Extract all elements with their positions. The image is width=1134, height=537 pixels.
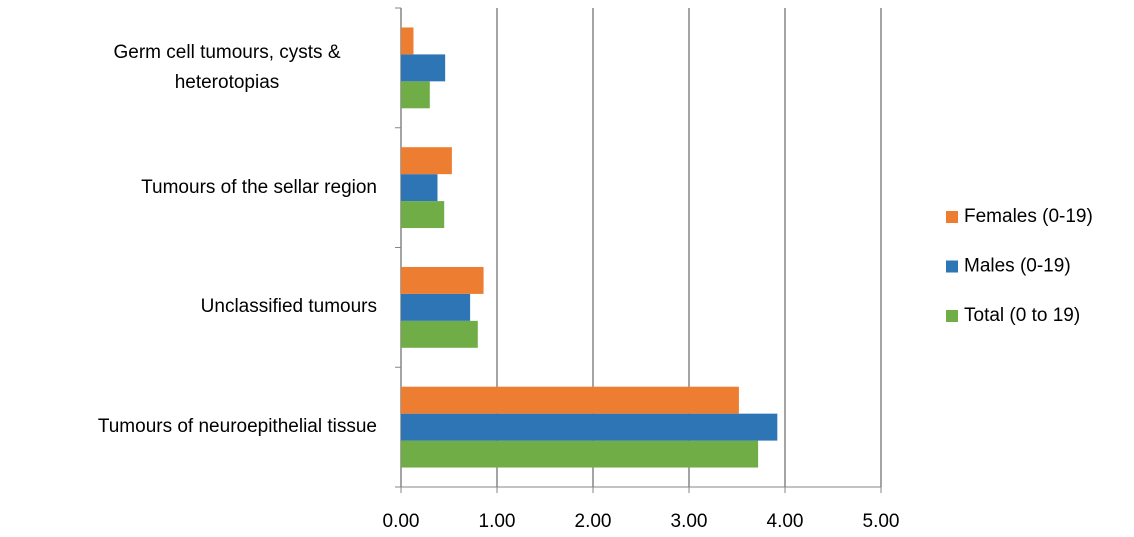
- y-tick-label: Germ cell tumours, cysts & heterotopias: [113, 41, 341, 93]
- bar: [401, 81, 430, 109]
- legend-label: Total (0 to 19): [964, 305, 1080, 326]
- bar: [401, 386, 739, 414]
- bar: [401, 174, 438, 202]
- bar: [401, 201, 445, 229]
- bar: [401, 413, 778, 441]
- x-tick-label: 3.00: [671, 511, 708, 532]
- y-tick-label: Tumours of neuroepithelial tissue: [97, 416, 377, 438]
- bar: [401, 440, 759, 468]
- bar: [401, 147, 452, 175]
- x-tick-label: 5.00: [863, 511, 900, 532]
- bar: [401, 27, 414, 55]
- bar: [401, 320, 478, 348]
- x-tick-label: 1.00: [479, 511, 516, 532]
- y-tick-label: Tumours of the sellar region: [141, 176, 377, 198]
- legend-swatch: [946, 310, 958, 322]
- legend-swatch: [946, 260, 958, 273]
- x-tick-label: 4.00: [767, 511, 804, 532]
- bar: [401, 293, 471, 321]
- y-tick-label: Unclassified tumours: [200, 296, 377, 318]
- legend-label: Females (0-19): [964, 206, 1093, 227]
- x-tick-label: 0.00: [383, 511, 420, 532]
- x-tick-label: 2.00: [575, 511, 612, 532]
- bar: [401, 266, 484, 294]
- bar: [401, 54, 446, 82]
- legend-swatch: [946, 211, 958, 223]
- legend-label: Males (0-19): [964, 256, 1071, 277]
